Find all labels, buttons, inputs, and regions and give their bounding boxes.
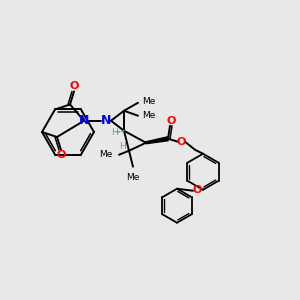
Text: O: O — [192, 185, 202, 195]
Text: O: O — [69, 82, 79, 92]
Text: H: H — [120, 142, 126, 151]
Text: Me: Me — [142, 97, 155, 106]
Text: O: O — [176, 137, 186, 147]
Text: Me: Me — [126, 173, 140, 182]
Text: O: O — [166, 116, 176, 126]
Text: Me: Me — [100, 150, 113, 159]
Text: O: O — [56, 150, 66, 160]
Text: N: N — [101, 114, 111, 127]
Polygon shape — [146, 137, 168, 144]
Text: N: N — [79, 114, 89, 127]
Text: Me: Me — [142, 111, 155, 120]
Text: H: H — [111, 128, 117, 137]
